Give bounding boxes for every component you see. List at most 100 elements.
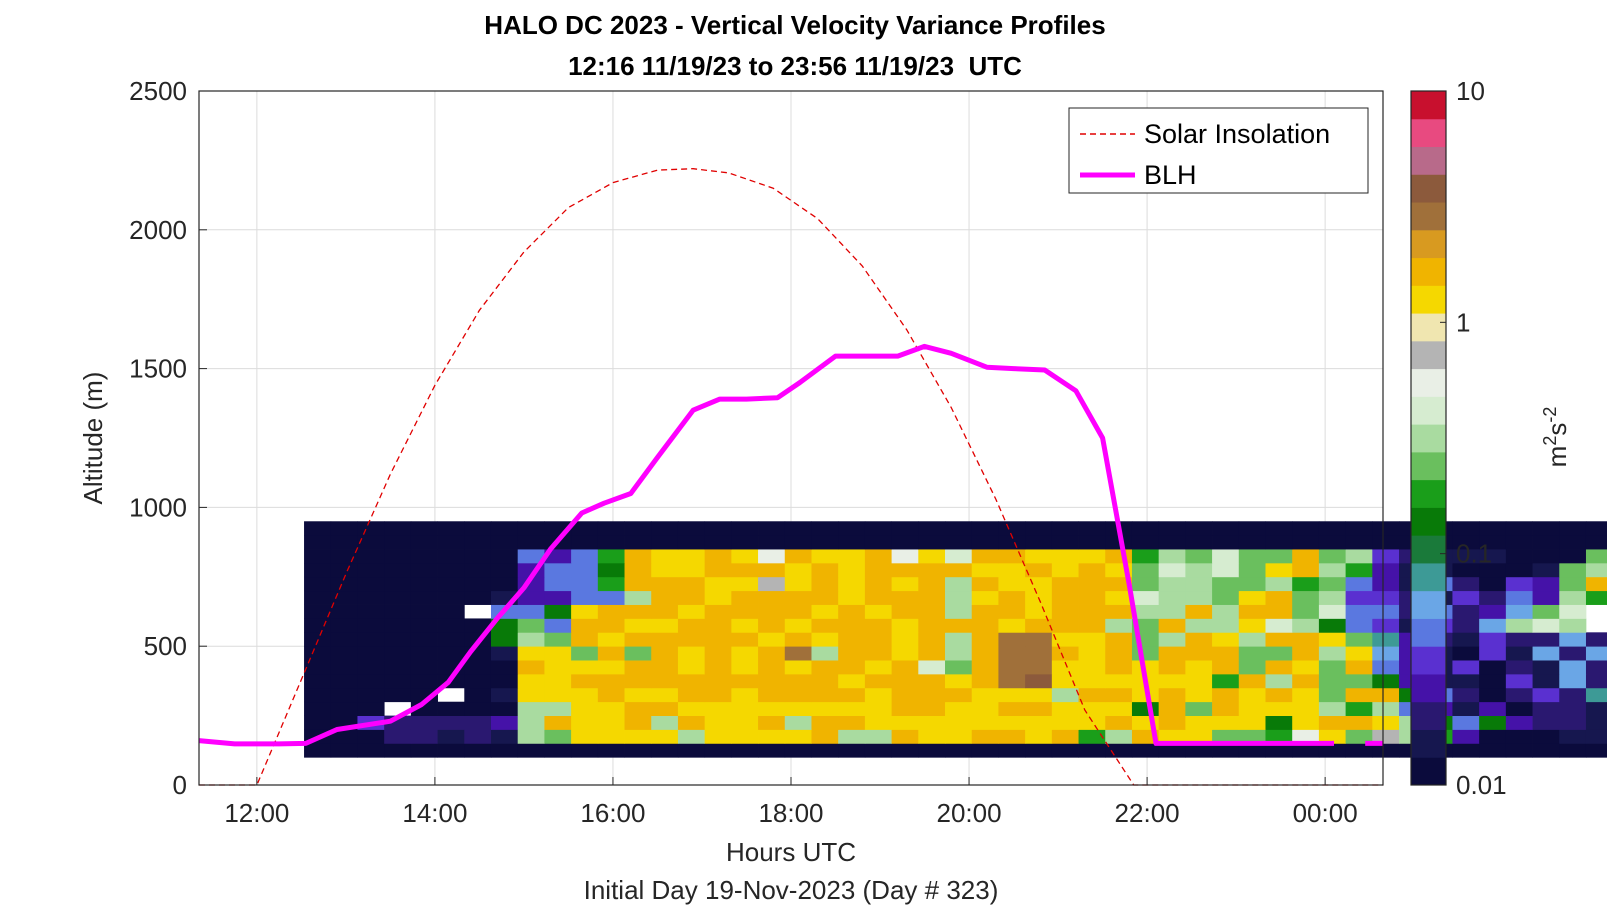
- colorbar: 0.01 0.1 1 10 m2s-2: [1410, 76, 1572, 800]
- heatmap-cell-8-3: [384, 632, 412, 647]
- heatmap-cell-8-18: [784, 632, 812, 647]
- heatmap-cell-0-7: [490, 743, 519, 758]
- heatmap-cell-15-19: [811, 535, 839, 550]
- heatmap-cell-9-28: [1051, 618, 1079, 633]
- heatmap-cell-13-47: [1559, 562, 1587, 578]
- heatmap-cell-11-2: [357, 590, 385, 605]
- heatmap-cell-6-24: [945, 660, 973, 675]
- heatmap-cell-13-24: [945, 562, 973, 578]
- heatmap-cell-7-27: [1025, 646, 1053, 661]
- heatmap-cell-9-20: [838, 618, 866, 633]
- heatmap-cell-8-22: [891, 632, 919, 647]
- heatmap-cell-14-14: [677, 549, 706, 564]
- heatmap-cell-15-10: [571, 535, 599, 550]
- heatmap-cell-12-24: [945, 576, 973, 592]
- heatmap-cell-1-16: [731, 729, 759, 744]
- heatmap-cell-2-39: [1345, 715, 1373, 730]
- heatmap-cell-8-35: [1238, 632, 1266, 647]
- heatmap-cell-12-18: [784, 576, 812, 592]
- heatmap-cell-15-47: [1559, 535, 1587, 550]
- heatmap-cell-6-45: [1505, 660, 1533, 675]
- heatmap-cell-9-15: [704, 618, 732, 633]
- colorbar-band-0: [1411, 757, 1446, 786]
- heatmap-cell-14-11: [597, 549, 625, 564]
- heatmap-cell-6-1: [330, 660, 358, 675]
- heatmap-cell-2-30: [1105, 715, 1133, 730]
- heatmap-cell-3-17: [758, 701, 786, 716]
- heatmap-cell-12-47: [1559, 576, 1587, 592]
- heatmap-cell-3-30: [1105, 701, 1133, 716]
- heatmap-cell-8-4: [410, 632, 438, 647]
- heatmap-cell-2-17: [758, 715, 786, 730]
- heatmap-cell-6-13: [651, 660, 679, 675]
- heatmap-cell-13-3: [384, 562, 412, 578]
- heatmap-cell-2-32: [1158, 715, 1186, 730]
- heatmap-cell-4-11: [597, 687, 625, 703]
- y-axis-label: Altitude (m): [78, 372, 108, 505]
- heatmap-cell-4-12: [624, 687, 652, 703]
- heatmap-cell-1-18: [784, 729, 812, 744]
- heatmap-cell-1-44: [1479, 729, 1507, 744]
- heatmap-cell-13-45: [1505, 562, 1533, 578]
- heatmap-cell-3-36: [1265, 701, 1293, 716]
- heatmap-cell-5-25: [971, 673, 999, 689]
- heatmap-cell-2-9: [544, 715, 572, 730]
- heatmap-cell-5-48: [1585, 673, 1607, 689]
- series-line-solar-insolation: [199, 168, 1383, 786]
- heatmap-cell-0-38: [1318, 743, 1347, 758]
- heatmap-cell-11-10: [571, 590, 599, 605]
- heatmap-cell-11-18: [784, 590, 812, 605]
- heatmap-cell-12-3: [384, 576, 412, 592]
- heatmap-cell-11-22: [891, 590, 919, 605]
- heatmap-cell-5-36: [1265, 673, 1293, 689]
- heatmap-cell-15-20: [838, 535, 866, 550]
- heatmap-cell-5-12: [624, 673, 652, 689]
- heatmap-cell-16-27: [1025, 521, 1053, 536]
- heatmap-cell-1-38: [1318, 729, 1347, 744]
- heatmap-cell-15-38: [1318, 535, 1347, 550]
- heatmap-cell-5-16: [731, 673, 759, 689]
- heatmap-cell-10-38: [1318, 604, 1347, 619]
- heatmap-cell-15-28: [1051, 535, 1079, 550]
- heatmap-cell-9-27: [1025, 618, 1053, 633]
- heatmap-cell-2-43: [1452, 715, 1480, 730]
- heatmap-cell-6-0: [304, 660, 332, 675]
- heatmap-cell-12-19: [811, 576, 839, 592]
- heatmap-cell-15-22: [891, 535, 919, 550]
- heatmap-cell-0-12: [624, 743, 652, 758]
- heatmap-cell-9-37: [1292, 618, 1320, 633]
- heatmap-cell-9-32: [1158, 618, 1186, 633]
- heatmap-cell-0-20: [838, 743, 866, 758]
- heatmap-cell-15-21: [864, 535, 892, 550]
- heatmap-cell-5-21: [864, 673, 892, 689]
- heatmap-cell-2-48: [1585, 715, 1607, 730]
- heatmap-cell-2-44: [1479, 715, 1507, 730]
- heatmap-cell-16-19: [811, 521, 839, 536]
- heatmap-cell-8-27: [1025, 632, 1053, 647]
- colorbar-frame: [1410, 90, 1447, 786]
- heatmap-cell-3-40: [1372, 701, 1400, 716]
- heatmap-cell-10-22: [891, 604, 919, 619]
- heatmap-cell-16-34: [1212, 521, 1240, 536]
- heatmap-cell-15-35: [1238, 535, 1266, 550]
- heatmap-cell-10-2: [357, 604, 385, 619]
- heatmap-cell-7-39: [1345, 646, 1373, 661]
- heatmap-cell-9-23: [918, 618, 946, 633]
- heatmap-cell-0-17: [758, 743, 786, 758]
- heatmap-cell-1-1: [330, 729, 358, 744]
- heatmap-cell-12-9: [544, 576, 572, 592]
- heatmap-cell-13-35: [1238, 562, 1266, 578]
- heatmap-cell-5-45: [1505, 673, 1533, 689]
- heatmap-cell-4-40: [1372, 687, 1400, 703]
- heatmap-cell-13-22: [891, 562, 919, 578]
- heatmap-cell-9-40: [1372, 618, 1400, 633]
- colorbar-band-10: [1411, 479, 1446, 508]
- heatmap-cell-14-7: [490, 549, 519, 564]
- heatmap-cell-7-21: [864, 646, 892, 661]
- heatmap-cell-4-19: [811, 687, 839, 703]
- heatmap-cell-8-2: [357, 632, 385, 647]
- heatmap-cell-10-45: [1505, 604, 1533, 619]
- heatmap-cell-13-4: [410, 562, 438, 578]
- heatmap-cell-10-1: [330, 604, 358, 619]
- heatmap-cell-13-43: [1452, 562, 1480, 578]
